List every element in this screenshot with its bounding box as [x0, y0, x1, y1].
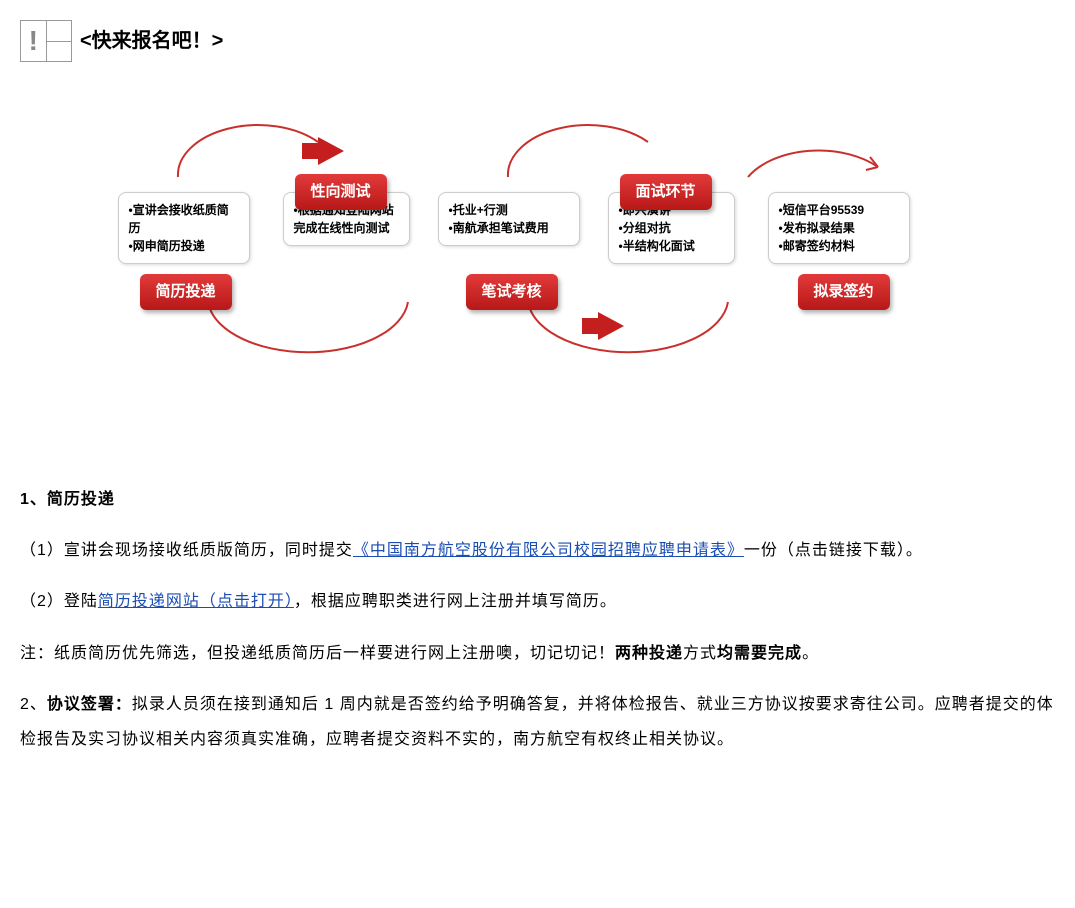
flow-box-3: •托业+行测 •南航承担笔试费用 — [438, 192, 580, 246]
text: （1）宣讲会现场接收纸质版简历，同时提交 — [20, 542, 353, 559]
flow-item: •南航承担笔试费用 — [449, 219, 569, 237]
section1-p2: （2）登陆简历投递网站（点击打开），根据应聘职类进行网上注册并填写简历。 — [20, 584, 1055, 619]
flow-item: •宣讲会接收纸质简历 — [129, 201, 239, 237]
flow-box-5: •短信平台95539 •发布拟录结果 •邮寄签约材料 — [768, 192, 910, 264]
arrow-right-icon — [598, 312, 624, 340]
title-text: 1、简历投递 — [20, 491, 115, 508]
section2: 2、协议签署：拟录人员须在接到通知后 1 周内就是否签约给予明确答复，并将体检报… — [20, 687, 1055, 757]
flow-label-3: 笔试考核 — [466, 274, 558, 310]
bold-text: 两种投递 — [615, 645, 683, 662]
flow-item: •网申简历投递 — [129, 237, 239, 255]
bold-text: 均需要完成 — [717, 645, 802, 662]
section2-title: 协议签署： — [47, 696, 132, 713]
flow-label-5: 拟录签约 — [798, 274, 890, 310]
section1-title: 1、简历投递 — [20, 482, 1055, 517]
flow-item: •邮寄签约材料 — [779, 237, 899, 255]
flow-box-1: •宣讲会接收纸质简历 •网申简历投递 — [118, 192, 250, 264]
flow-item: •分组对抗 — [619, 219, 724, 237]
text: 一份（点击链接下载）。 — [744, 542, 923, 559]
grid-icon — [47, 21, 72, 61]
text: ，根据应聘职类进行网上注册并填写简历。 — [294, 593, 617, 610]
flow-label-4: 面试环节 — [620, 174, 712, 210]
flow-item: •半结构化面试 — [619, 237, 724, 255]
flow-item: •短信平台95539 — [779, 201, 899, 219]
header-box-icon: ! — [20, 20, 72, 62]
flow-label-1: 简历投递 — [140, 274, 232, 310]
page-header: ! <快来报名吧！> — [20, 20, 1055, 62]
arrow-right-icon — [318, 137, 344, 165]
text: 方式 — [683, 645, 717, 662]
header-title: <快来报名吧！> — [80, 25, 223, 57]
content-body: 1、简历投递 （1）宣讲会现场接收纸质版简历，同时提交《中国南方航空股份有限公司… — [20, 482, 1055, 757]
process-flowchart: •宣讲会接收纸质简历 •网申简历投递 简历投递 •根据通知登陆网站完成在线性向测… — [118, 122, 958, 402]
arc-5-top — [728, 122, 928, 182]
flow-item: •发布拟录结果 — [779, 219, 899, 237]
exclamation-icon: ! — [21, 21, 47, 61]
application-form-link[interactable]: 《中国南方航空股份有限公司校园招聘应聘申请表》 — [353, 542, 744, 559]
resume-site-link[interactable]: 简历投递网站（点击打开） — [98, 593, 294, 610]
text: 注：纸质简历优先筛选，但投递纸质简历后一样要进行网上注册噢，切记切记！ — [20, 645, 615, 662]
text: 。 — [802, 645, 819, 662]
section2-body: 拟录人员须在接到通知后 1 周内就是否签约给予明确答复，并将体检报告、就业三方协… — [20, 696, 1054, 748]
flow-label-2: 性向测试 — [295, 174, 387, 210]
text: （2）登陆 — [20, 593, 98, 610]
flow-item: •托业+行测 — [449, 201, 569, 219]
section1-p1: （1）宣讲会现场接收纸质版简历，同时提交《中国南方航空股份有限公司校园招聘应聘申… — [20, 533, 1055, 568]
arc-3-4 — [488, 122, 688, 182]
text: 2、 — [20, 696, 47, 713]
section1-note: 注：纸质简历优先筛选，但投递纸质简历后一样要进行网上注册噢，切记切记！两种投递方… — [20, 636, 1055, 671]
